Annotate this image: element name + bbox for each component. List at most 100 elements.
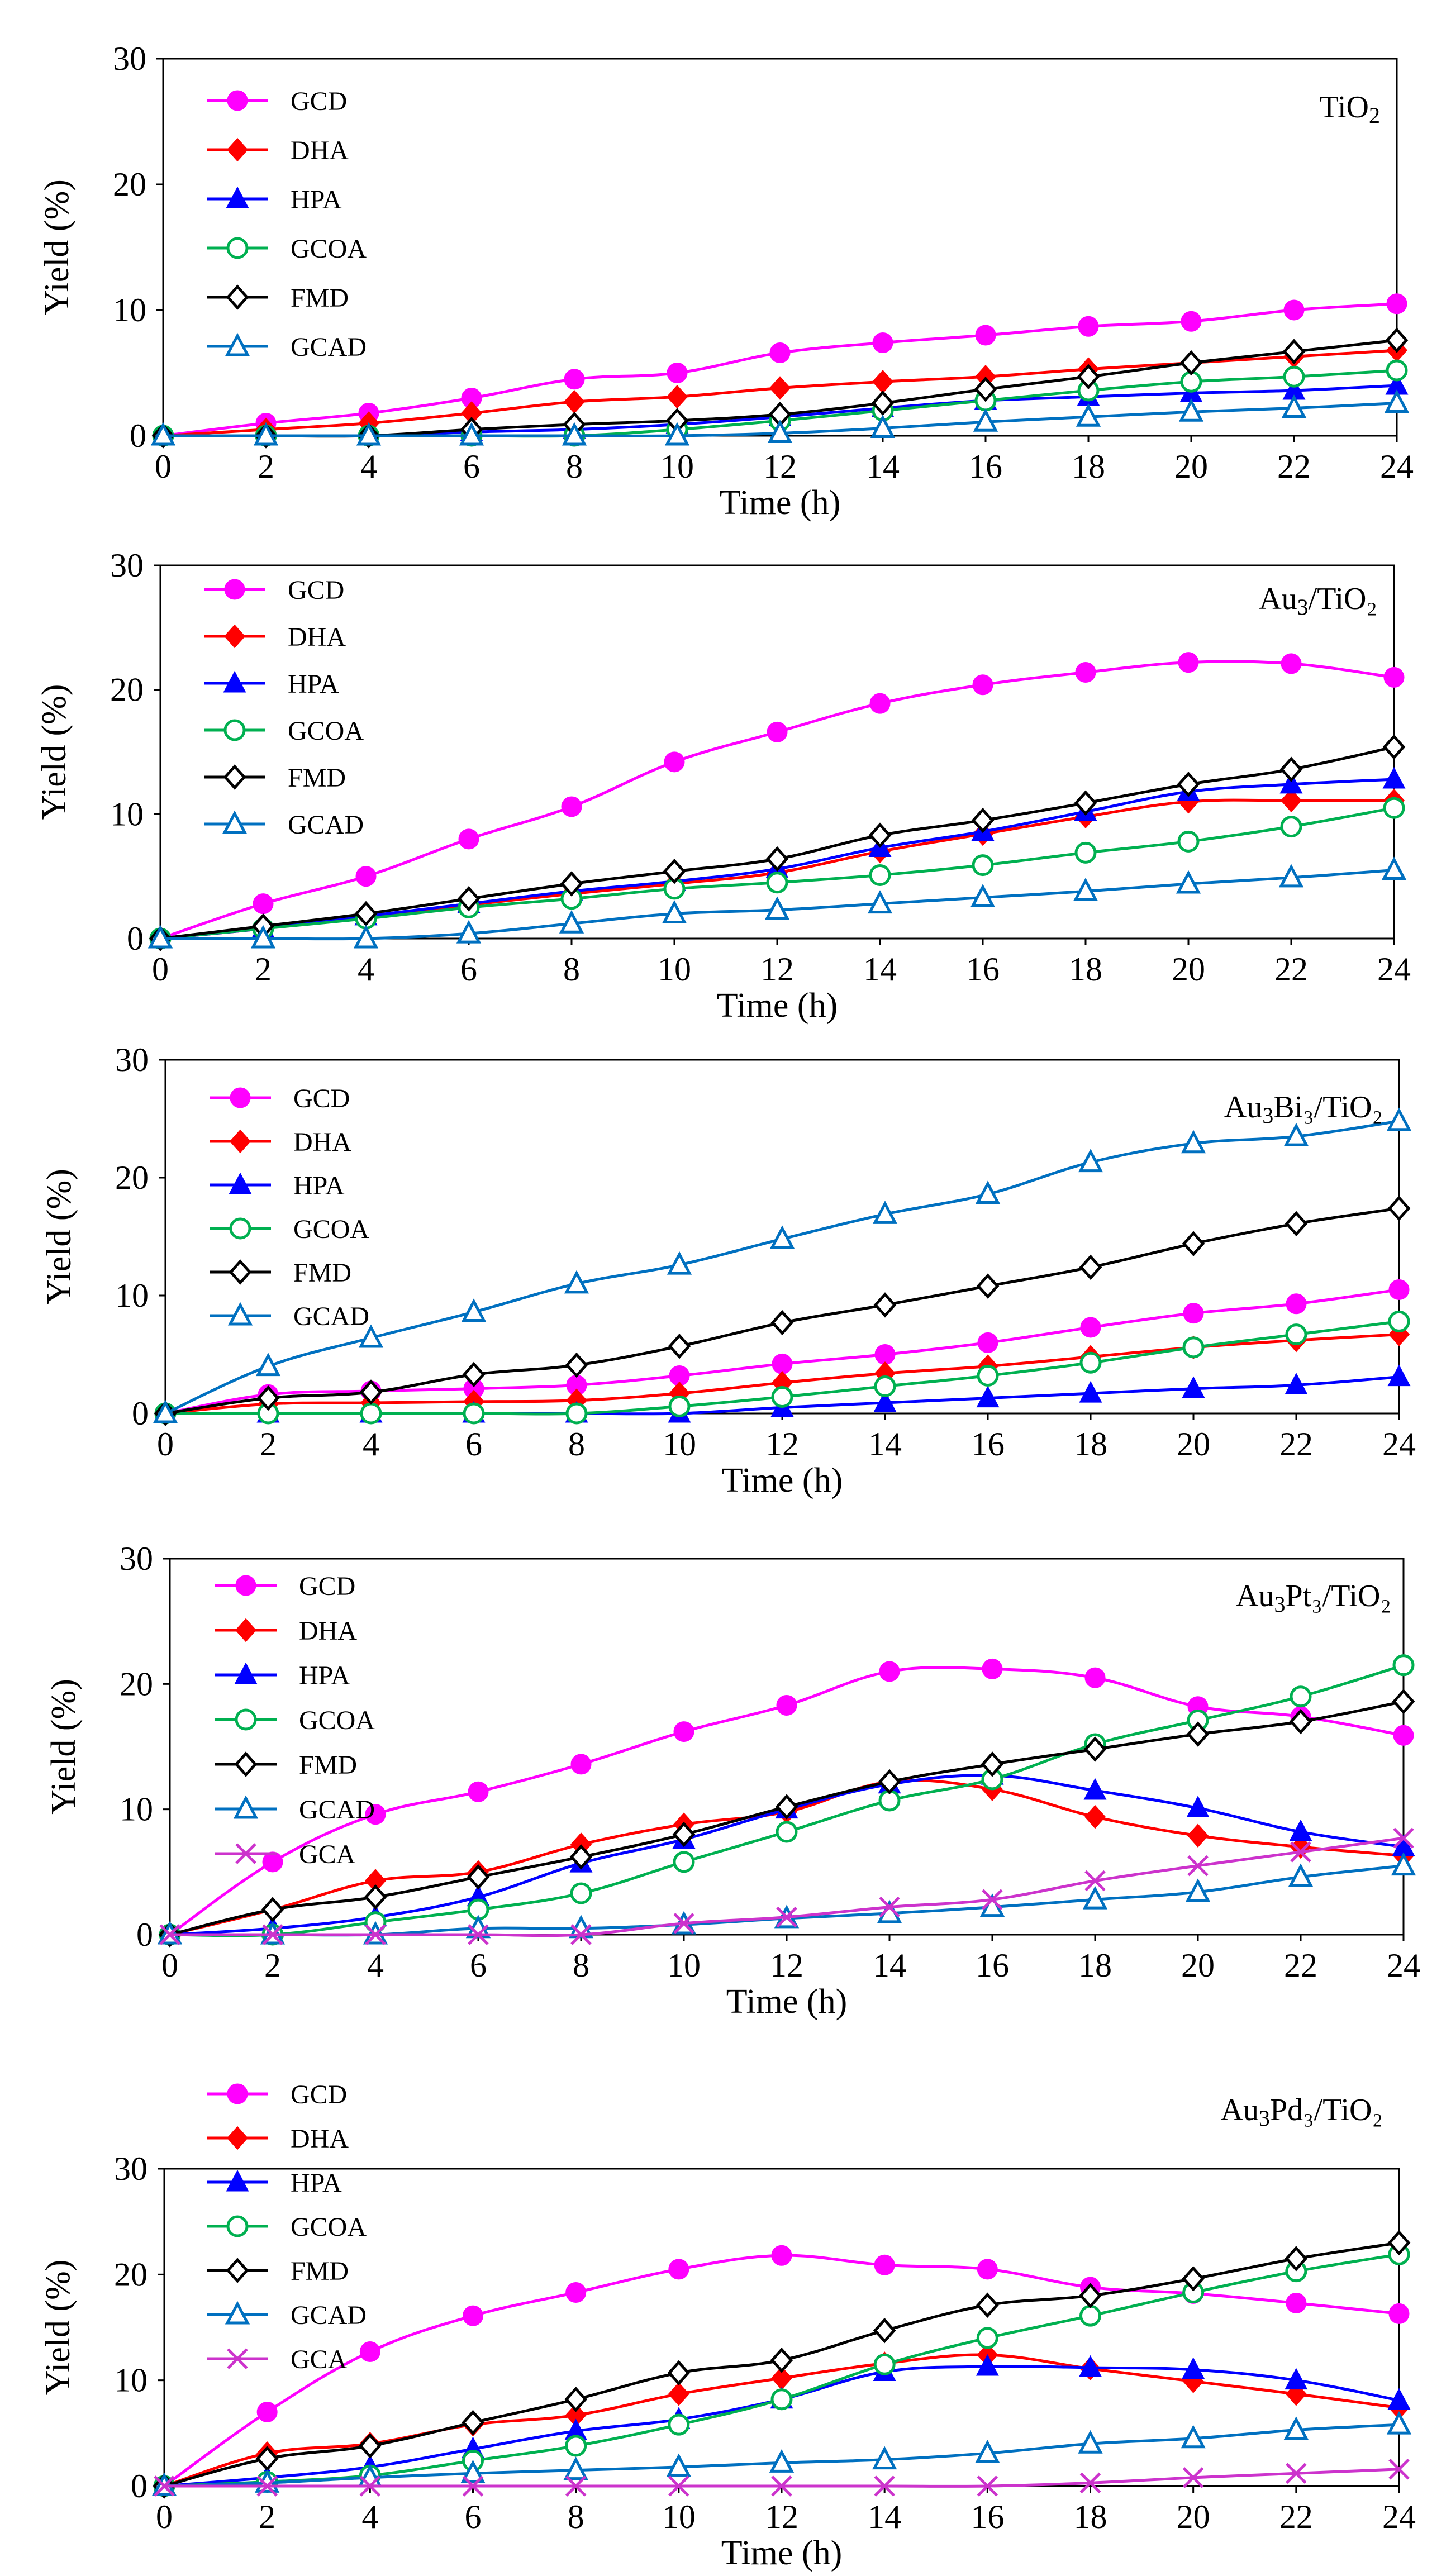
data-point-gcad (253, 422, 279, 446)
x-tick-label: 22 (1279, 2498, 1313, 2535)
data-point-gcd (1084, 1667, 1106, 1688)
data-point-gcad (353, 925, 379, 949)
legend-label: FMD (291, 2256, 349, 2286)
data-point-gca (159, 1924, 180, 1945)
x-tick-label: 2 (259, 2498, 275, 2535)
data-point-dha (668, 2382, 689, 2406)
data-point-gcd (561, 796, 582, 817)
legend-label: DHA (288, 622, 346, 652)
legend-item: GCOA (215, 1706, 375, 1735)
legend-item: DHA (207, 2124, 349, 2154)
x-tick-label: 8 (568, 1426, 585, 1463)
legend-label: HPA (299, 1661, 350, 1691)
data-point-gcoa (770, 2388, 793, 2411)
data-point-gcd (869, 693, 891, 714)
data-point-gcoa (977, 1364, 999, 1387)
x-tick-label: 8 (563, 951, 580, 988)
x-axis-title: Time (h) (726, 1983, 847, 2021)
legend-label: GCOA (299, 1706, 375, 1735)
legend-item: FMD (207, 283, 349, 313)
x-tick-label: 12 (765, 2498, 798, 2535)
data-point-gca (262, 1924, 283, 1945)
data-point-gcoa (668, 1395, 691, 1417)
legend-marker (230, 1087, 251, 1108)
data-point-fmd (878, 1769, 901, 1795)
data-point-fmd (358, 2433, 382, 2459)
data-point-gcoa (1079, 2304, 1101, 2327)
data-point-gca (771, 2475, 792, 2497)
x-tick-label: 2 (258, 448, 274, 485)
x-tick-label: 6 (463, 448, 480, 485)
data-point-gcd (1281, 653, 1302, 674)
y-axis-title: Yield (%) (45, 1679, 83, 1815)
legend-marker (226, 137, 249, 162)
data-point-gca (1182, 2467, 1204, 2488)
x-tick-label: 6 (470, 1947, 487, 1984)
data-point-gcd (355, 866, 377, 887)
data-point-gcad (456, 920, 482, 944)
legend-label: GCD (299, 1572, 355, 1601)
data-point-gcad (255, 1353, 281, 1377)
legend-marker (235, 1618, 257, 1642)
legend: GCD DHA HPA GCOA FMD GCAD (210, 1084, 369, 1331)
legend-item: GCAD (207, 332, 367, 362)
legend-item: GCA (215, 1840, 356, 1869)
y-tick-label: 20 (113, 166, 146, 203)
data-point-dha (666, 385, 688, 409)
data-point-gcoa (869, 864, 891, 886)
data-point-gcad (872, 1201, 898, 1224)
data-point-gca (1079, 2472, 1101, 2494)
data-point-gca (256, 2475, 278, 2497)
data-point-fmd (1182, 1231, 1205, 1256)
x-tick-label: 4 (367, 1947, 384, 1984)
y-axis-title: Yield (%) (35, 684, 73, 820)
data-point-gcd (1183, 1303, 1204, 1324)
data-point-gcd (359, 2341, 380, 2363)
x-tick-label: 18 (1078, 1947, 1112, 1984)
data-point-gcad (1381, 856, 1407, 880)
data-point-fmd (981, 1751, 1004, 1777)
y-tick-label: 10 (114, 2362, 148, 2399)
legend-item: GCD (210, 1084, 350, 1113)
data-point-gcoa (972, 854, 994, 877)
data-point-gcd (365, 1804, 386, 1825)
data-point-gcd (1283, 299, 1305, 321)
data-point-gcad (662, 900, 687, 923)
data-point-fmd (1074, 790, 1097, 816)
data-point-gcoa (1079, 1351, 1102, 1374)
legend-marker (234, 1662, 258, 1684)
data-point-gcd (1075, 661, 1096, 683)
data-point-gcad (1384, 389, 1410, 413)
data-point-gcd (667, 363, 688, 383)
x-tick-label: 18 (1074, 2498, 1107, 2535)
data-point-gca (570, 1924, 592, 1945)
data-point-gcd (565, 2282, 587, 2303)
legend-label: GCOA (291, 2212, 367, 2242)
x-tick-label: 20 (1177, 1426, 1210, 1463)
x-tick-label: 8 (566, 448, 583, 485)
y-axis-title: Yield (%) (40, 1169, 78, 1304)
data-point-gcad (562, 422, 587, 446)
data-point-fmd (564, 2386, 588, 2412)
data-point-gcoa (1285, 1323, 1307, 1346)
data-point-fmd (1285, 1211, 1308, 1237)
data-point-fmd (1387, 1196, 1411, 1221)
data-point-gcd (1388, 1279, 1410, 1300)
data-point-gcad (564, 1270, 589, 1294)
legend-item: GCAD (210, 1302, 369, 1331)
x-tick-label: 14 (863, 951, 897, 988)
data-point-gcd (262, 1851, 283, 1873)
legend-marker (233, 1795, 259, 1819)
data-point-gca (977, 2475, 998, 2497)
y-tick-label: 20 (114, 2256, 148, 2293)
data-point-gcad (568, 1915, 594, 1939)
legend-marker (223, 624, 246, 649)
legend: GCD DHA HPA GCOA FMD GCAD GCA (207, 2080, 367, 2374)
legend: GCD DHA HPA GCOA FMD GCAD GCA (215, 1572, 375, 1869)
data-point-dha (1187, 1823, 1209, 1848)
data-point-gcoa (1388, 1310, 1410, 1332)
data-point-dha (769, 376, 791, 400)
data-point-gcad (1288, 1863, 1314, 1887)
legend-item: GCOA (210, 1215, 369, 1244)
data-point-hpa (1182, 1376, 1205, 1398)
